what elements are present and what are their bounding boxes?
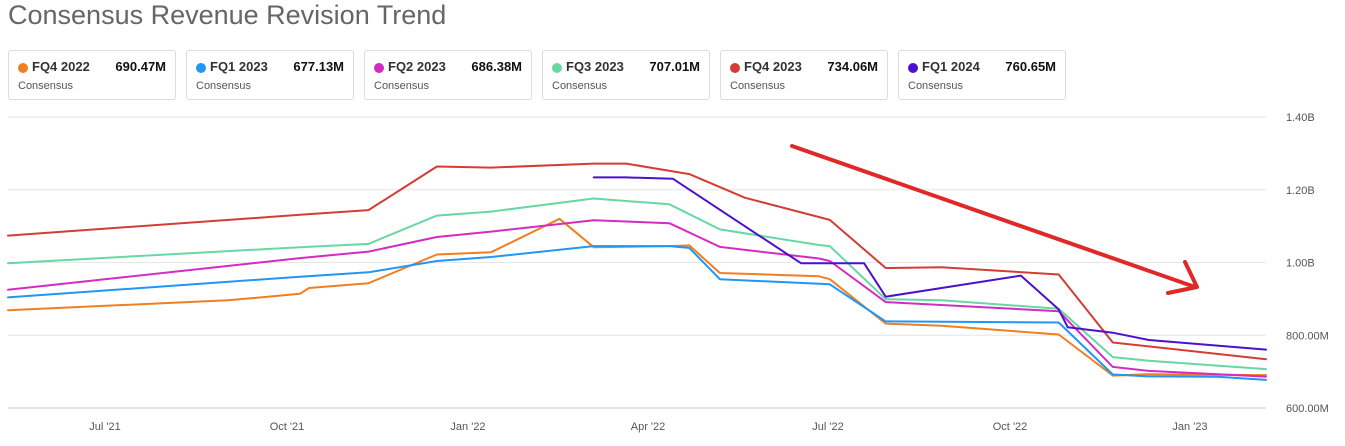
series-line xyxy=(7,162,1267,361)
y-tick-label: 600.00M xyxy=(1286,403,1329,415)
legend-series-name: FQ1 2023 xyxy=(210,59,268,74)
legend-series-value: 760.65M xyxy=(1005,59,1056,74)
legend-series-value: 690.47M xyxy=(115,59,166,74)
legend-series-sub: Consensus xyxy=(908,80,964,92)
legend-series-name: FQ2 2023 xyxy=(388,59,446,74)
x-tick-label: Apr '22 xyxy=(631,421,666,433)
x-tick-label: Jul '22 xyxy=(812,421,843,433)
legend-card[interactable]: FQ1 2023 677.13M Consensus xyxy=(186,50,354,100)
series-line xyxy=(592,176,1267,351)
series-line xyxy=(7,219,1267,378)
y-tick-label: 1.40B xyxy=(1286,112,1315,124)
legend-series-sub: Consensus xyxy=(196,80,252,92)
legend-series-sub: Consensus xyxy=(18,80,74,92)
annotation-arrow-shaft xyxy=(790,144,1197,289)
legend-series-value: 707.01M xyxy=(649,59,700,74)
x-tick-label: Jan '22 xyxy=(450,421,485,433)
legend-series-name: FQ4 2023 xyxy=(744,59,802,74)
legend-series-sub: Consensus xyxy=(730,80,786,92)
series-line xyxy=(7,197,1267,371)
legend-dot-icon xyxy=(908,63,918,73)
legend-card[interactable]: FQ2 2023 686.38M Consensus xyxy=(364,50,532,100)
legend-dot-icon xyxy=(18,63,28,73)
legend-card[interactable]: FQ3 2023 707.01M Consensus xyxy=(542,50,710,100)
y-tick-label: 800.00M xyxy=(1286,330,1329,342)
x-tick-label: Jan '23 xyxy=(1172,421,1207,433)
legend-series-value: 686.38M xyxy=(471,59,522,74)
annotation-arrow-head xyxy=(1166,260,1199,295)
legend-series-value: 734.06M xyxy=(827,59,878,74)
legend-card[interactable]: FQ4 2022 690.47M Consensus xyxy=(8,50,176,100)
x-tick-label: Oct '22 xyxy=(993,421,1028,433)
legend-series-name: FQ1 2024 xyxy=(922,59,980,74)
legend-series-value: 677.13M xyxy=(293,59,344,74)
y-tick-label: 1.20B xyxy=(1286,185,1315,197)
chart-title: Consensus Revenue Revision Trend xyxy=(8,0,447,30)
legend-series-sub: Consensus xyxy=(552,80,608,92)
legend-dot-icon xyxy=(196,63,206,73)
legend-series-name: FQ3 2023 xyxy=(566,59,624,74)
legend-card[interactable]: FQ1 2024 760.65M Consensus xyxy=(898,50,1066,100)
x-tick-label: Oct '21 xyxy=(270,421,305,433)
legend-series-name: FQ4 2022 xyxy=(32,59,90,74)
legend-series-sub: Consensus xyxy=(374,80,430,92)
y-tick-label: 1.00B xyxy=(1286,258,1315,270)
legend-dot-icon xyxy=(374,63,384,73)
series-line xyxy=(7,245,1267,381)
series-line xyxy=(7,217,1267,377)
legend-dot-icon xyxy=(730,63,740,73)
legend-dot-icon xyxy=(552,63,562,73)
x-tick-label: Jul '21 xyxy=(89,421,120,433)
legend-card[interactable]: FQ4 2023 734.06M Consensus xyxy=(720,50,888,100)
